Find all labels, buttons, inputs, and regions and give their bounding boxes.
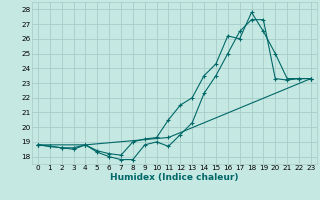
X-axis label: Humidex (Indice chaleur): Humidex (Indice chaleur)	[110, 173, 239, 182]
